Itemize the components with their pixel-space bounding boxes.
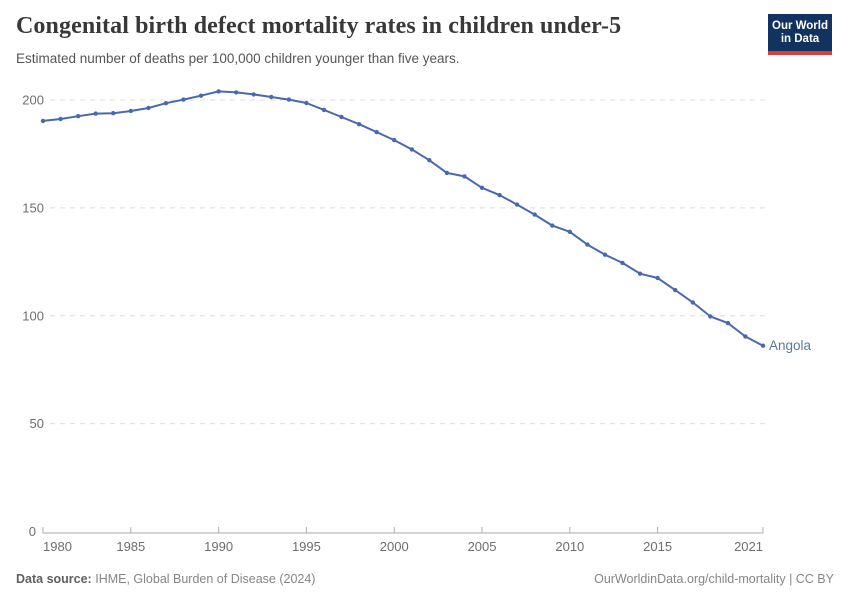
chart-footer: Data source: IHME, Global Burden of Dise… bbox=[16, 572, 834, 586]
data-point-marker bbox=[163, 101, 169, 106]
data-point-marker bbox=[269, 94, 274, 100]
y-tick-label: 100 bbox=[22, 308, 44, 323]
data-point-marker bbox=[567, 229, 572, 234]
data-point-marker bbox=[760, 343, 766, 348]
data-point-marker bbox=[75, 114, 81, 119]
data-point-marker bbox=[234, 90, 239, 95]
x-tick-label: 1995 bbox=[292, 539, 321, 554]
data-point-marker bbox=[40, 118, 46, 124]
data-point-marker bbox=[602, 252, 608, 257]
data-point-marker bbox=[251, 92, 256, 97]
data-point-marker bbox=[585, 242, 590, 247]
credit-link[interactable]: OurWorldinData.org/child-mortality | CC … bbox=[594, 572, 834, 586]
data-point-marker bbox=[58, 116, 63, 122]
series-end-label-angola[interactable]: Angola bbox=[769, 338, 812, 353]
data-point-marker bbox=[304, 100, 309, 106]
y-axis-tick-labels: 0 50 100 150 200 bbox=[22, 93, 44, 540]
data-source-label: Data source: bbox=[16, 572, 92, 586]
gridlines bbox=[50, 99, 766, 425]
y-tick-label: 0 bbox=[29, 524, 36, 539]
data-point-marker bbox=[339, 114, 344, 120]
page-title: Congenital birth defect mortality rates … bbox=[16, 13, 622, 39]
data-point-marker bbox=[479, 185, 485, 190]
data-point-marker bbox=[392, 137, 397, 143]
data-point-marker bbox=[550, 223, 555, 228]
owid-logo-line1: Our World bbox=[772, 20, 829, 32]
data-point-marker bbox=[146, 105, 151, 111]
x-tick-label: 1985 bbox=[116, 539, 145, 554]
data-point-marker bbox=[620, 260, 625, 266]
x-tick-label: 1980 bbox=[43, 539, 72, 554]
data-point-marker bbox=[497, 192, 502, 198]
x-axis: 1980 1985 1990 1995 2000 2005 2010 2015 2021 bbox=[42, 527, 764, 554]
data-point-marker bbox=[655, 275, 660, 281]
data-source-text: IHME, Global Burden of Disease (2024) bbox=[95, 572, 316, 586]
owid-logo-line2: in Data bbox=[780, 33, 820, 46]
data-point-marker bbox=[111, 111, 116, 116]
data-point-marker bbox=[374, 129, 379, 135]
data-point-marker bbox=[128, 108, 133, 114]
owid-logo[interactable]: Our World in Data bbox=[768, 14, 832, 56]
data-point-marker bbox=[637, 271, 643, 276]
data-point-marker bbox=[725, 320, 731, 326]
x-tick-label: 2021 bbox=[734, 539, 763, 554]
data-point-marker bbox=[216, 89, 221, 94]
x-tick-label: 2000 bbox=[380, 539, 409, 554]
x-tick-label: 2015 bbox=[643, 539, 672, 554]
data-point-marker bbox=[444, 170, 450, 176]
series-line bbox=[42, 90, 764, 347]
data-point-marker bbox=[690, 300, 695, 305]
chart-subtitle: Estimated number of deaths per 100,000 c… bbox=[16, 51, 460, 66]
x-tick-label: 2005 bbox=[468, 539, 497, 554]
data-point-marker bbox=[93, 111, 98, 116]
data-point-marker bbox=[673, 287, 678, 293]
data-point-marker bbox=[198, 93, 204, 98]
x-tick-label: 1990 bbox=[204, 539, 233, 554]
data-point-marker bbox=[181, 97, 186, 102]
series-angola: Angola bbox=[40, 89, 812, 353]
y-tick-label: 200 bbox=[22, 93, 44, 108]
data-point-marker bbox=[514, 202, 520, 207]
data-point-marker bbox=[356, 122, 362, 127]
data-point-marker bbox=[286, 97, 292, 102]
data-point-marker bbox=[321, 107, 327, 113]
y-tick-label: 150 bbox=[22, 200, 44, 215]
y-tick-label: 50 bbox=[30, 416, 44, 431]
data-point-marker bbox=[708, 314, 713, 319]
data-point-marker bbox=[462, 174, 467, 179]
data-point-marker bbox=[427, 158, 432, 163]
data-point-marker bbox=[743, 334, 748, 339]
data-point-marker bbox=[532, 212, 537, 217]
data-source-note: Data source: IHME, Global Burden of Dise… bbox=[16, 572, 315, 586]
x-tick-label: 2010 bbox=[555, 539, 584, 554]
data-point-marker bbox=[409, 147, 414, 152]
